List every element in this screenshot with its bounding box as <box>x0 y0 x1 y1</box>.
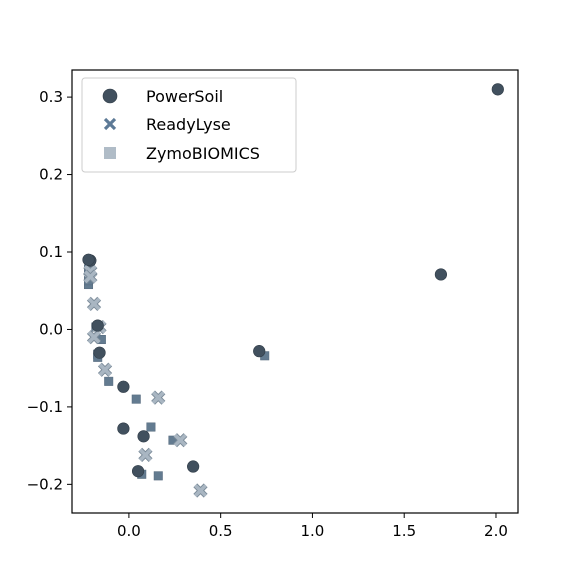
legend-box <box>81 77 297 173</box>
legend-label-powersoil: PowerSoil <box>146 87 223 106</box>
point-powersoil-3 <box>187 460 200 473</box>
y-tick-label-3: 0.1 <box>39 243 63 261</box>
point-readylyse-4 <box>97 362 113 377</box>
legend-label-zymobiomics: ZymoBIOMICS <box>146 144 260 163</box>
y-axis: −0.2 −0.1 0.0 0.1 0.2 0.3 <box>27 88 72 493</box>
legend-glyph-2 <box>104 147 116 159</box>
y-tick-label-1: −0.1 <box>27 398 63 416</box>
legend-glyph-1 <box>103 117 117 131</box>
point-readylyse-7 <box>86 296 102 312</box>
legend-marker-readylyse <box>103 117 117 131</box>
point-powersoil-9 <box>91 319 104 332</box>
legend-marker-zymobiomics <box>104 147 116 159</box>
point-zymobiomics-5 <box>131 394 141 404</box>
point-readylyse-2 <box>151 390 166 405</box>
point-readylyse-6 <box>86 330 102 345</box>
point-readylyse-9 <box>83 269 98 284</box>
point-powersoil-6 <box>117 422 130 435</box>
y-tick-label-0: −0.2 <box>27 475 63 493</box>
point-readylyse-3 <box>138 447 153 463</box>
point-readylyse-0 <box>193 483 208 498</box>
point-powersoil-4 <box>137 430 150 443</box>
x-tick-label-4: 2.0 <box>484 522 508 540</box>
point-powersoil-2 <box>253 345 266 358</box>
data-points <box>82 83 504 498</box>
point-zymobiomics-3 <box>146 422 156 432</box>
x-tick-label-3: 1.5 <box>392 522 416 540</box>
point-powersoil-11 <box>82 253 95 266</box>
point-zymobiomics-2 <box>153 471 163 481</box>
x-tick-label-1: 0.5 <box>209 522 233 540</box>
legend-glyph-0 <box>102 88 118 104</box>
point-powersoil-8 <box>93 346 106 359</box>
legend: PowerSoil ReadyLyse ZymoBIOMICS <box>81 77 297 173</box>
point-zymobiomics-6 <box>104 376 114 386</box>
x-axis: 0.0 0.5 1.0 1.5 2.0 <box>117 513 508 540</box>
axes-frame <box>71 69 519 514</box>
y-tick-label-5: 0.3 <box>39 88 63 106</box>
x-tick-label-2: 1.0 <box>301 522 325 540</box>
legend-marker-powersoil <box>102 88 118 104</box>
y-tick-label-4: 0.2 <box>39 166 63 184</box>
point-powersoil-7 <box>117 380 130 393</box>
x-tick-label-0: 0.0 <box>117 522 141 540</box>
point-powersoil-0 <box>491 83 504 96</box>
point-powersoil-5 <box>131 465 145 478</box>
y-tick-label-2: 0.0 <box>39 320 63 338</box>
legend-label-readylyse: ReadyLyse <box>146 115 231 134</box>
point-powersoil-1 <box>434 268 448 281</box>
point-readylyse-1 <box>173 433 188 448</box>
